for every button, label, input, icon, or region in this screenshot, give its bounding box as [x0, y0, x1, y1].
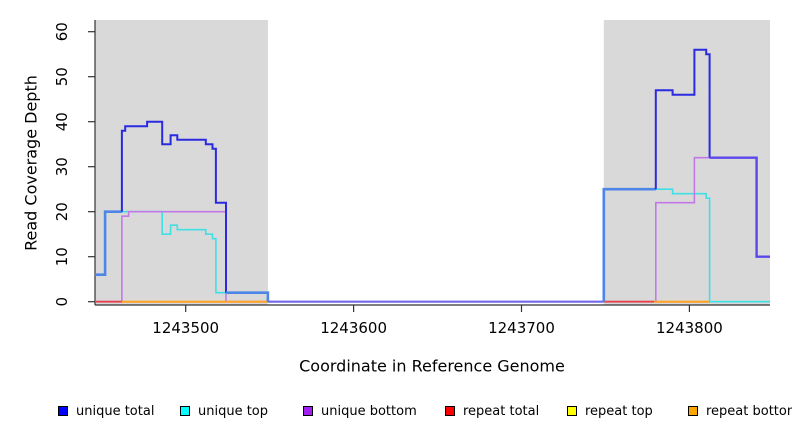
legend-item-unique-bottom: unique bottom: [303, 403, 417, 419]
series-line-unique-total: [602, 187, 656, 302]
legend-item-unique-total: unique total: [58, 403, 154, 419]
y-axis-title: Read Coverage Depth: [21, 75, 41, 251]
legend-item-repeat-total: repeat total: [445, 403, 539, 419]
legend-swatch-repeat-top: [567, 406, 577, 416]
series-line-unique-total: [120, 120, 227, 293]
y-tick-label: 30: [53, 157, 71, 176]
series-line-unique-total: [226, 291, 270, 302]
legend-swatch-repeat-bottom: [688, 406, 698, 416]
legend-label: unique total: [76, 403, 155, 419]
y-tick-label: 60: [53, 22, 71, 41]
y-tick-label: 10: [53, 247, 71, 266]
legend-item-unique-top: unique top: [180, 403, 268, 419]
shaded-region: [95, 20, 268, 305]
y-tick-label: 20: [53, 202, 71, 221]
x-axis-title: Coordinate in Reference Genome: [299, 356, 565, 376]
series-line-unique-top: [95, 188, 770, 303]
legend-swatch-unique-top: [180, 406, 190, 416]
y-tick-label: 50: [53, 67, 71, 86]
series-line-unique-total: [95, 210, 122, 277]
legend-label: repeat total: [463, 403, 540, 419]
series-line-unique-total: [654, 48, 711, 190]
y-tick-label: 40: [53, 112, 71, 131]
legend-item-repeat-top: repeat top: [567, 403, 653, 419]
legend-swatch-unique-total: [58, 406, 68, 416]
shaded-region: [603, 20, 770, 305]
legend-label: unique bottom: [321, 403, 417, 419]
legend-item-repeat-bottom: repeat bottom: [688, 403, 792, 419]
legend-swatch-repeat-total: [445, 406, 455, 416]
legend-label: repeat bottom: [706, 403, 792, 419]
legend-label: unique top: [198, 403, 269, 419]
x-tick-label: 1243600: [320, 319, 387, 337]
x-tick-label: 1243500: [152, 319, 219, 337]
x-tick-label: 1243800: [656, 319, 723, 337]
legend-swatch-unique-bottom: [303, 406, 313, 416]
legend-label: repeat top: [585, 403, 653, 419]
x-tick-label: 1243700: [488, 319, 555, 337]
series-line-unique-total: [709, 156, 770, 258]
y-tick-label: 0: [53, 297, 71, 307]
